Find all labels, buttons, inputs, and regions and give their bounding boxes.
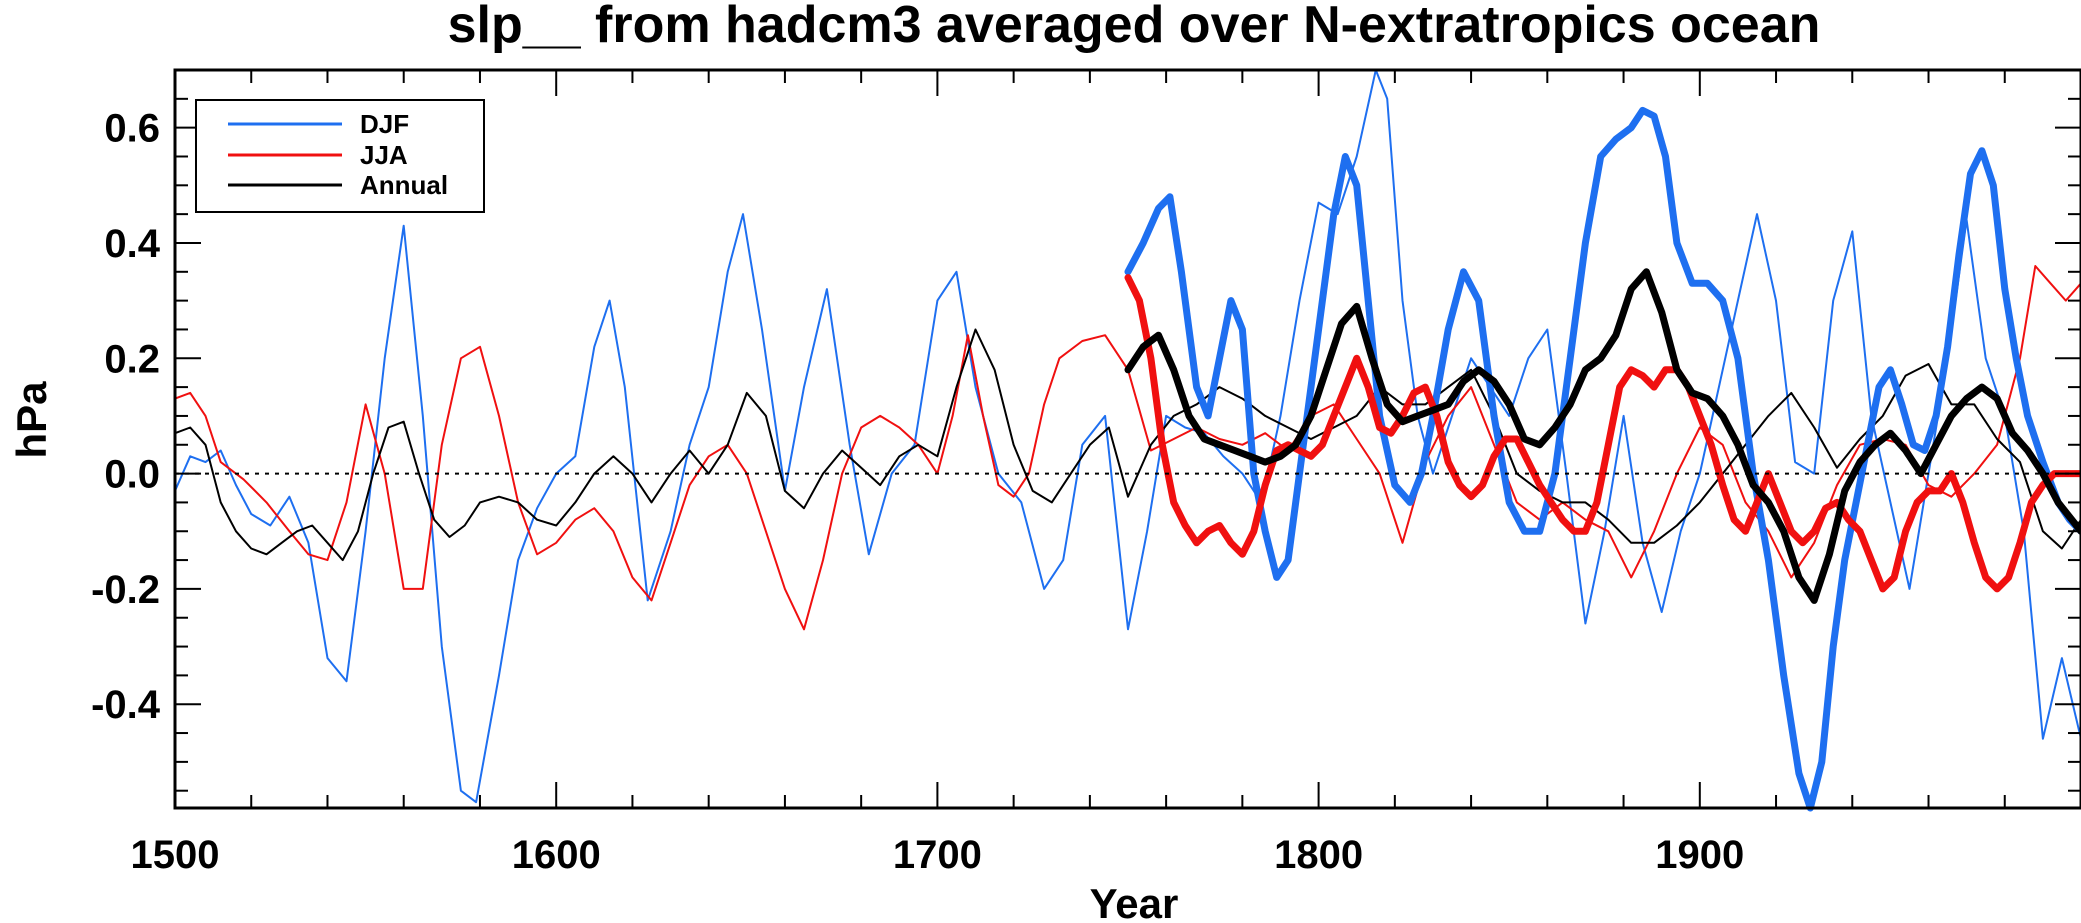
- y-tick-label: -0.2: [91, 568, 160, 612]
- series-line-annual-smoothed: [1124, 268, 2081, 604]
- x-tick-label: 1500: [131, 833, 220, 877]
- x-tick-label: 1600: [512, 833, 601, 877]
- series-line-djf: [174, 69, 2081, 804]
- y-tick-label: -0.4: [91, 683, 161, 727]
- plot-frame: [173, 68, 2081, 810]
- y-tick-label: 0.4: [104, 222, 160, 266]
- y-axis-label: hPa: [8, 381, 55, 459]
- y-tick-label: 0.6: [104, 107, 160, 151]
- y-tick-labels: -0.4 -0.2 0.0 0.2 0.4 0.6: [91, 107, 161, 728]
- x-tick-label: 1900: [1655, 833, 1744, 877]
- x-tick-labels: 1500 1600 1700 1800 1900: [131, 833, 1745, 877]
- x-axis-label: Year: [1090, 880, 1179, 923]
- chart-title: slp__ from hadcm3 averaged over N-extrat…: [448, 0, 1821, 54]
- x-tick-label: 1700: [893, 833, 982, 877]
- legend-label-djf: DJF: [360, 109, 409, 139]
- series-line-djf-smoothed: [1124, 106, 2081, 812]
- legend: DJF JJA Annual: [195, 99, 485, 213]
- legend-label-annual: Annual: [360, 170, 448, 200]
- legend-label-jja: JJA: [360, 140, 408, 170]
- y-tick-label: 0.2: [104, 337, 160, 381]
- y-tick-label: 0.0: [104, 453, 160, 497]
- x-tick-label: 1800: [1274, 833, 1363, 877]
- series-line-jja-smoothed: [1124, 274, 2081, 593]
